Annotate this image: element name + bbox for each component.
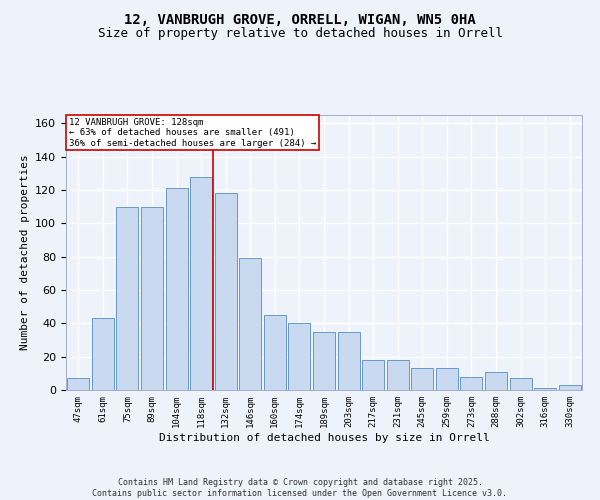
- Text: 12, VANBRUGH GROVE, ORRELL, WIGAN, WN5 0HA: 12, VANBRUGH GROVE, ORRELL, WIGAN, WN5 0…: [124, 12, 476, 26]
- Bar: [460, 376, 482, 390]
- Bar: [141, 206, 163, 390]
- Bar: [264, 315, 286, 390]
- Bar: [338, 332, 359, 390]
- Bar: [313, 332, 335, 390]
- Bar: [215, 194, 237, 390]
- Bar: [116, 206, 139, 390]
- Bar: [362, 360, 384, 390]
- Bar: [67, 378, 89, 390]
- Text: Size of property relative to detached houses in Orrell: Size of property relative to detached ho…: [97, 28, 503, 40]
- Y-axis label: Number of detached properties: Number of detached properties: [20, 154, 29, 350]
- Bar: [239, 258, 262, 390]
- Bar: [289, 324, 310, 390]
- Text: Contains HM Land Registry data © Crown copyright and database right 2025.
Contai: Contains HM Land Registry data © Crown c…: [92, 478, 508, 498]
- Bar: [92, 318, 114, 390]
- Bar: [166, 188, 188, 390]
- Bar: [509, 378, 532, 390]
- Bar: [411, 368, 433, 390]
- Bar: [534, 388, 556, 390]
- Bar: [559, 385, 581, 390]
- X-axis label: Distribution of detached houses by size in Orrell: Distribution of detached houses by size …: [158, 432, 490, 442]
- Bar: [386, 360, 409, 390]
- Bar: [190, 176, 212, 390]
- Bar: [436, 368, 458, 390]
- Bar: [485, 372, 507, 390]
- Text: 12 VANBRUGH GROVE: 128sqm
← 63% of detached houses are smaller (491)
36% of semi: 12 VANBRUGH GROVE: 128sqm ← 63% of detac…: [68, 118, 316, 148]
